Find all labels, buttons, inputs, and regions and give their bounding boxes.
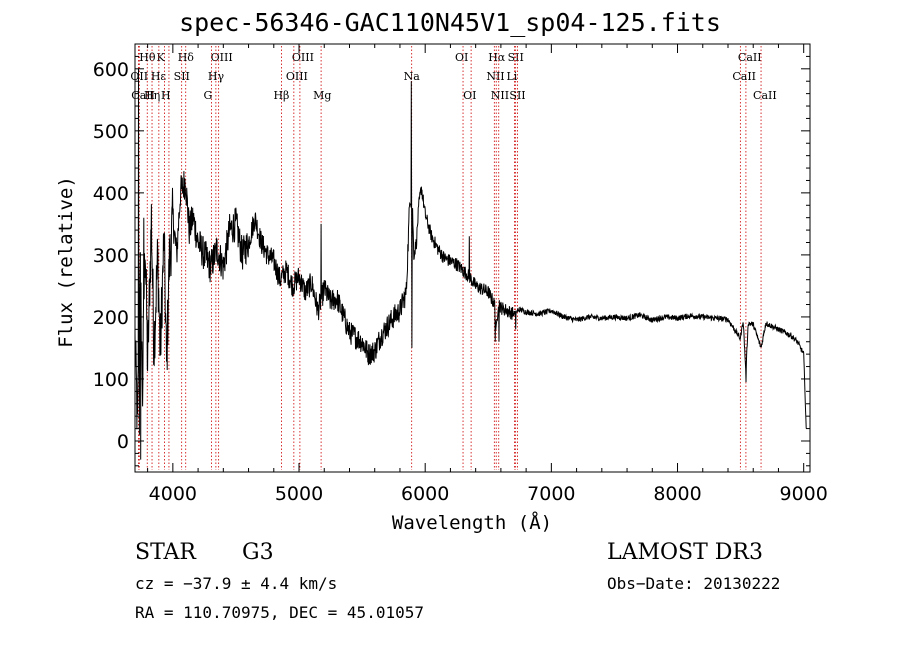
line-label-18: OI	[463, 89, 476, 102]
line-label-11: G	[203, 89, 212, 102]
line-label-15: Mg	[313, 89, 331, 102]
line-label-17: OI	[455, 51, 468, 64]
line-label-19: Hα	[488, 51, 506, 64]
line-label-22: Li	[507, 70, 518, 83]
x-tick-label-1: 5000	[275, 483, 323, 505]
y-tick-label-5: 500	[93, 121, 129, 143]
line-label-9: OIII	[211, 51, 233, 64]
x-tick-label-3: 7000	[527, 483, 575, 505]
line-label-13: OIII	[286, 70, 308, 83]
y-tick-label-1: 100	[93, 369, 129, 391]
x-tick-label-0: 4000	[149, 483, 197, 505]
chart-title: spec-56346-GAC110N45V1_sp04-125.fits	[179, 8, 721, 37]
line-label-20: SII	[508, 51, 524, 64]
x-tick-label-5: 9000	[780, 483, 828, 505]
y-tick-label-2: 200	[93, 307, 129, 329]
line-label-27: CaII	[753, 89, 777, 102]
line-label-12: OIII	[292, 51, 314, 64]
plot-frame	[134, 43, 811, 473]
object-class: STAR	[135, 540, 196, 565]
line-label-3: K	[157, 51, 166, 64]
line-label-8: H	[161, 89, 171, 102]
x-tick-label-4: 8000	[653, 483, 701, 505]
line-label-10: Hγ	[208, 70, 225, 83]
line-label-5: Hη	[144, 89, 160, 102]
y-tick-label-0: 0	[117, 431, 129, 453]
line-label-14: Hβ	[273, 89, 289, 102]
y-tick-label-3: 300	[93, 245, 129, 267]
line-label-0: Hθ	[139, 51, 156, 64]
survey-name: LAMOST DR3	[607, 540, 763, 565]
obs-date: Obs−Date: 20130222	[607, 574, 781, 593]
line-label-16: Na	[404, 70, 421, 83]
line-label-7: SII	[174, 70, 190, 83]
redshift-cz: cz = −37.9 ± 4.4 km/s	[135, 574, 338, 593]
line-label-4: Hε	[151, 70, 167, 83]
x-tick-label-2: 6000	[401, 483, 449, 505]
y-tick-label-6: 600	[93, 59, 129, 81]
line-label-2: CaII	[131, 89, 155, 102]
x-axis-label: Wavelength (Å)	[391, 512, 553, 534]
y-tick-label-4: 400	[93, 183, 129, 205]
line-label-21: NII	[486, 70, 504, 83]
line-label-23: NII	[491, 89, 509, 102]
spectrum-line	[134, 68, 807, 460]
y-axis-label: Flux (relative)	[55, 176, 77, 348]
object-subclass: G3	[242, 540, 274, 565]
line-label-26: CaII	[732, 70, 756, 83]
line-label-6: Hδ	[178, 51, 195, 64]
line-label-25: CaII	[738, 51, 762, 64]
ra-dec: RA = 110.70975, DEC = 45.01057	[135, 603, 424, 622]
line-label-24: SII	[509, 89, 525, 102]
